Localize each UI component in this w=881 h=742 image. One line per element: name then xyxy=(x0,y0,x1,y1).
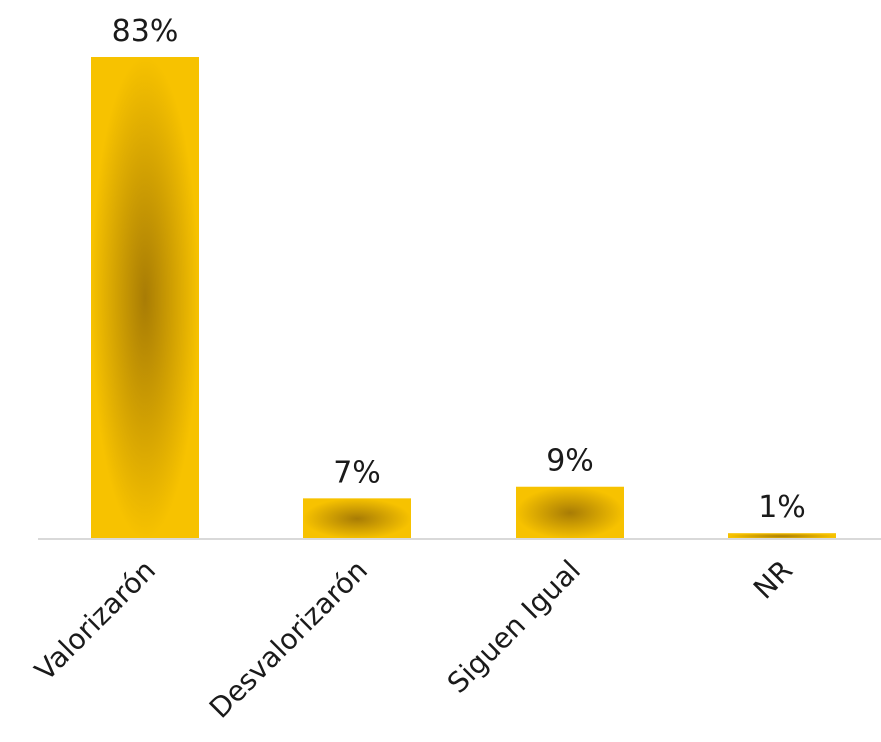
x-axis-ticks: Valorizarón Desvalorizarón Siguen Igual NR xyxy=(28,554,799,725)
data-label-desvalorizaron: 7% xyxy=(333,455,381,490)
data-label-nr: 1% xyxy=(758,490,806,525)
data-label-valorizaron: 83% xyxy=(112,14,179,49)
tick-label-valorizaron: Valorizarón xyxy=(28,554,162,688)
tick-label-desvalorizaron: Desvalorizarón xyxy=(203,554,374,725)
labels-layer: 83% 7% 9% 1% xyxy=(112,14,806,525)
bar-nr xyxy=(728,533,836,539)
data-label-siguen-igual: 9% xyxy=(546,444,594,479)
tick-label-nr: NR xyxy=(747,554,799,606)
bar-siguen-igual xyxy=(516,486,624,539)
tick-label-siguen-igual: Siguen Igual xyxy=(441,554,587,700)
bar-desvalorizaron xyxy=(303,498,411,539)
bar-valorizaron xyxy=(91,57,199,539)
bars-layer xyxy=(91,57,836,539)
